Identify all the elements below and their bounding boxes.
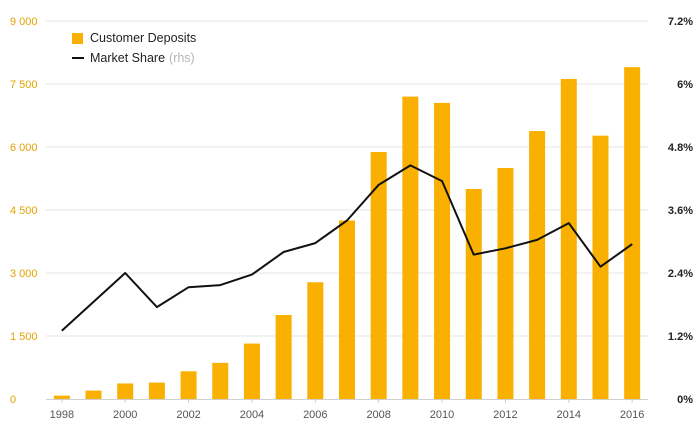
x-tick-label: 2002 — [176, 409, 200, 421]
bar-deposits — [466, 189, 482, 399]
bar-deposits — [529, 131, 545, 399]
legend-swatch-market-share — [72, 57, 84, 59]
y-left-tick-label: 1 500 — [10, 331, 38, 343]
y-left-tick-label: 4 500 — [10, 205, 38, 217]
bar-deposits — [54, 396, 70, 399]
y-right-tick-label: 3.6% — [668, 205, 693, 217]
y-left-tick-label: 6 000 — [10, 142, 38, 154]
x-tick-label: 1998 — [50, 409, 74, 421]
deposit-bars — [54, 67, 640, 399]
y-right-tick-label: 6% — [677, 79, 693, 91]
bar-deposits — [339, 221, 355, 400]
bar-deposits — [181, 371, 197, 399]
x-tick-label: 2008 — [366, 409, 390, 421]
x-tick-label: 2004 — [240, 409, 264, 421]
bar-deposits — [307, 282, 323, 399]
x-tick-label: 2014 — [557, 409, 581, 421]
y-left-tick-label: 7 500 — [10, 79, 38, 91]
legend-label-market-share: Market Share — [90, 51, 165, 65]
bar-deposits — [276, 315, 292, 399]
y-left-tick-label: 0 — [10, 394, 16, 406]
legend-item-deposits: Customer Deposits — [72, 28, 196, 48]
bar-deposits — [371, 152, 387, 399]
bar-deposits — [86, 391, 102, 399]
bar-deposits — [497, 168, 513, 399]
y-right-tick-label: 0% — [677, 394, 693, 406]
y-left-tick-label: 9 000 — [10, 16, 38, 28]
legend-swatch-deposits — [72, 33, 83, 44]
y-right-tick-label: 1.2% — [668, 331, 693, 343]
bar-deposits — [402, 97, 418, 399]
bar-deposits — [561, 79, 577, 399]
x-tick-label: 2000 — [113, 409, 137, 421]
legend-label-rhs: (rhs) — [169, 51, 195, 65]
legend-label-deposits: Customer Deposits — [90, 31, 196, 45]
y-right-tick-label: 2.4% — [668, 268, 693, 280]
bar-deposits — [624, 67, 640, 399]
bar-deposits — [434, 103, 450, 399]
x-tick-label: 2006 — [303, 409, 327, 421]
bar-deposits — [244, 344, 260, 399]
bar-deposits — [212, 363, 228, 399]
x-tick-label: 2016 — [620, 409, 644, 421]
y-right-tick-label: 7.2% — [668, 16, 693, 28]
bar-deposits — [149, 383, 165, 399]
x-tick-label: 2012 — [493, 409, 517, 421]
bar-deposits — [117, 383, 133, 399]
legend: Customer Deposits Market Share (rhs) — [72, 28, 196, 68]
x-tick-label: 2010 — [430, 409, 454, 421]
legend-item-market-share: Market Share (rhs) — [72, 48, 196, 68]
y-left-tick-label: 3 000 — [10, 268, 38, 280]
y-right-tick-label: 4.8% — [668, 142, 693, 154]
